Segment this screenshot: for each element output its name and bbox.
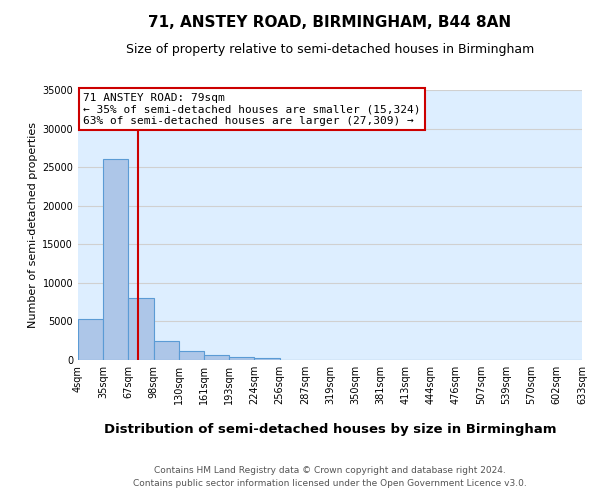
Text: Contains public sector information licensed under the Open Government Licence v3: Contains public sector information licen…: [133, 479, 527, 488]
Bar: [204, 356, 229, 360]
Text: Contains HM Land Registry data © Crown copyright and database right 2024.: Contains HM Land Registry data © Crown c…: [154, 466, 506, 475]
Text: 71, ANSTEY ROAD, BIRMINGHAM, B44 8AN: 71, ANSTEY ROAD, BIRMINGHAM, B44 8AN: [148, 15, 512, 30]
Text: Distribution of semi-detached houses by size in Birmingham: Distribution of semi-detached houses by …: [104, 422, 556, 436]
Bar: [154, 340, 179, 360]
Bar: [179, 350, 204, 360]
Bar: [103, 160, 128, 360]
Text: 71 ANSTEY ROAD: 79sqm
← 35% of semi-detached houses are smaller (15,324)
63% of : 71 ANSTEY ROAD: 79sqm ← 35% of semi-deta…: [83, 92, 421, 126]
Text: Size of property relative to semi-detached houses in Birmingham: Size of property relative to semi-detach…: [126, 42, 534, 56]
Bar: [128, 298, 154, 360]
Bar: [78, 319, 103, 360]
Y-axis label: Number of semi-detached properties: Number of semi-detached properties: [28, 122, 38, 328]
Bar: [229, 358, 254, 360]
Bar: [254, 358, 280, 360]
